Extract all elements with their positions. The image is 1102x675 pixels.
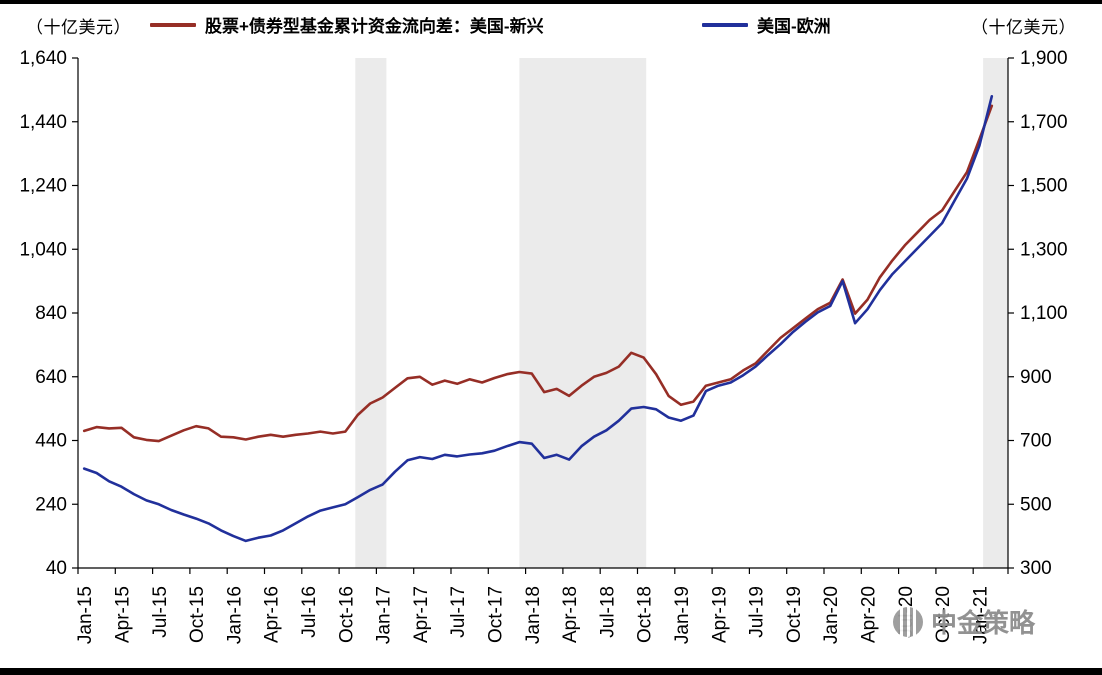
legend-swatch-blue xyxy=(702,22,748,27)
x-axis-tick-label: Oct-16 xyxy=(336,586,357,643)
legend-label-us-europe: 美国-欧洲 xyxy=(757,17,831,36)
x-axis-tick-label: Jul-19 xyxy=(747,586,768,638)
left-axis-tick-label: 1,440 xyxy=(19,112,67,133)
x-axis-tick-label: Apr-15 xyxy=(113,586,134,643)
series-line-us-europe xyxy=(82,95,994,543)
x-axis-tick-label: Oct-18 xyxy=(635,586,656,643)
x-axis-tick-label: Jul-15 xyxy=(150,586,171,638)
right-axis-tick-label: 700 xyxy=(1020,431,1052,452)
left-axis-unit-label: （十亿美元） xyxy=(26,18,131,37)
x-axis-tick-label: Jan-20 xyxy=(821,586,842,644)
x-axis-tick-label: Jul-20 xyxy=(896,586,917,638)
right-axis-tick-label: 1,100 xyxy=(1020,303,1068,324)
left-axis-tick-label: 840 xyxy=(35,303,67,324)
x-axis-tick-label: Oct-20 xyxy=(933,586,954,643)
x-axis-tick-label: Apr-17 xyxy=(411,586,432,643)
highlight-band-3 xyxy=(983,58,1008,568)
x-axis-tick-label: Apr-19 xyxy=(709,586,730,643)
left-axis-tick-label: 440 xyxy=(35,431,67,452)
right-axis-tick-label: 1,300 xyxy=(1020,239,1068,260)
legend-item-us-europe: 美国-欧洲 xyxy=(702,12,831,37)
x-axis-tick-label: Jan-18 xyxy=(523,586,544,644)
x-axis-tick-label: Oct-19 xyxy=(784,586,805,643)
right-axis-tick-label: 900 xyxy=(1020,367,1052,388)
left-axis-tick-label: 240 xyxy=(35,494,67,515)
x-axis-tick-label: Jan-19 xyxy=(672,586,693,644)
right-axis-unit-label: （十亿美元） xyxy=(971,18,1076,37)
x-axis-tick-label: Apr-18 xyxy=(560,586,581,643)
x-axis-tick-label: Jan-21 xyxy=(970,586,991,644)
legend-item-us-emerging: 股票+债券型基金累计资金流向差：美国-新兴 xyxy=(150,12,544,37)
x-axis-tick-label: Apr-16 xyxy=(262,586,283,643)
top-border-bar xyxy=(0,0,1102,4)
legend-swatch-red xyxy=(150,22,196,27)
highlight-band-2 xyxy=(519,58,647,568)
right-axis-tick-label: 1,900 xyxy=(1020,48,1068,69)
x-axis-tick-label: Apr-20 xyxy=(859,586,880,643)
right-axis-tick-label: 1,500 xyxy=(1020,176,1068,197)
left-axis-tick-label: 1,640 xyxy=(19,48,67,69)
left-axis-tick-label: 1,040 xyxy=(19,239,67,260)
x-axis-tick-label: Jan-15 xyxy=(75,586,96,644)
x-axis-tick-label: Jul-16 xyxy=(299,586,320,638)
legend-label-us-emerging: 股票+债券型基金累计资金流向差：美国-新兴 xyxy=(205,17,544,36)
highlight-band-1 xyxy=(355,58,387,568)
x-axis-tick-label: Jul-18 xyxy=(597,586,618,638)
x-axis-tick-label: Jan-17 xyxy=(374,586,395,644)
left-axis-tick-label: 640 xyxy=(35,367,67,388)
bottom-border-bar xyxy=(0,668,1102,675)
right-axis-tick-label: 300 xyxy=(1020,558,1052,579)
x-axis-tick-label: Oct-15 xyxy=(187,586,208,643)
right-axis-tick-label: 500 xyxy=(1020,494,1052,515)
x-axis-tick-label: Jul-17 xyxy=(448,586,469,638)
right-axis-tick-label: 1,700 xyxy=(1020,112,1068,133)
x-axis-tick-label: Oct-17 xyxy=(486,586,507,643)
x-axis-tick-label: Jan-16 xyxy=(224,586,245,644)
left-axis-tick-label: 1,240 xyxy=(19,176,67,197)
left-axis-tick-label: 40 xyxy=(46,558,67,579)
